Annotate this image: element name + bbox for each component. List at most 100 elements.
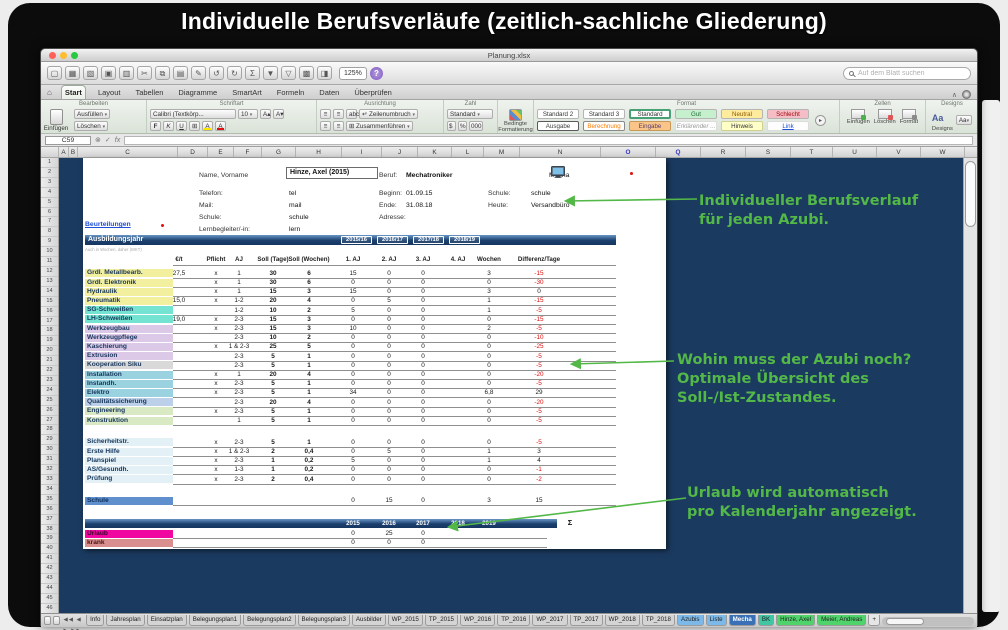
row-label-qualitätssicherung[interactable]: Qualitätssicherung (85, 398, 173, 407)
cell-aj[interactable]: 2-3 (234, 389, 244, 397)
cell-wochen[interactable]: 0 (487, 361, 491, 369)
cell-eurot[interactable]: 15,0 (172, 297, 186, 305)
copy-icon[interactable]: ⧉ (155, 66, 170, 80)
cell-soll_tage[interactable]: 5 (271, 352, 275, 360)
row-label-planspiel[interactable]: Planspiel (85, 456, 173, 465)
cell-aj1[interactable]: 5 (351, 457, 355, 465)
cell-soll_wochen[interactable]: 2 (307, 334, 311, 342)
cell-aj3[interactable]: 0 (421, 530, 425, 538)
cell-pflicht[interactable]: x (214, 407, 218, 415)
cell-aj2[interactable]: 0 (387, 475, 391, 483)
cell-aj3[interactable]: 0 (421, 306, 425, 314)
sheet-tab-ausbilder[interactable]: Ausbilder (351, 615, 386, 626)
cell-wochen[interactable]: 0 (487, 466, 491, 474)
cell-aj3[interactable]: 0 (421, 398, 425, 406)
cell-diff[interactable]: 15 (535, 497, 543, 505)
row-label-grdl-metallbearb-[interactable]: Grdl. Metallbearb. (85, 269, 173, 278)
cell-pflicht[interactable]: x (214, 380, 218, 388)
fonts-theme-button[interactable]: Aa▾ (955, 115, 973, 125)
sheet-tab-tp-2015[interactable]: TP_2015 (424, 615, 459, 626)
cell-wochen[interactable]: 0 (487, 438, 491, 446)
designs-button[interactable]: Aa Designs (931, 113, 953, 132)
bold-button[interactable]: F (150, 121, 161, 131)
cell-aj1[interactable]: 15 (349, 269, 357, 277)
cell-soll_tage[interactable]: 5 (271, 389, 275, 397)
cell-pflicht[interactable]: x (214, 315, 218, 323)
cell-style-erkl-render-[interactable]: Erklärender ... (675, 121, 717, 131)
number-format-select[interactable]: Standard ▾ (447, 109, 493, 119)
cell-aj3[interactable]: 0 (421, 417, 425, 424)
row-header-19[interactable]: 19 (41, 336, 58, 347)
cell-soll_wochen[interactable]: 1 (307, 417, 311, 424)
cell-soll_tage[interactable]: 5 (271, 380, 275, 388)
cell-aj3[interactable]: 0 (421, 297, 425, 305)
sheet-tab-belegungsplan3[interactable]: Belegungsplan3 (297, 615, 350, 626)
row-header-38[interactable]: 38 (41, 525, 58, 535)
sheet-tab-mecha[interactable]: Mecha (728, 615, 756, 626)
cell-soll_tage[interactable]: 5 (271, 417, 275, 424)
new-document-icon[interactable]: ▢ (47, 66, 62, 80)
cell-aj2[interactable]: 0 (387, 539, 391, 547)
cell-diff[interactable]: -5 (536, 325, 542, 332)
row-header-27[interactable]: 27 (41, 416, 58, 426)
grow-font-button[interactable]: A▴ (260, 109, 271, 119)
cell-diff[interactable]: 0 (537, 288, 541, 296)
align-middle-icon[interactable]: ≡ (333, 109, 344, 119)
sheet-tab-tp-2017[interactable]: TP_2017 (569, 615, 603, 626)
cut-icon[interactable]: ✂ (137, 66, 152, 80)
cell-soll_wochen[interactable]: 4 (307, 398, 311, 406)
cell-aj2[interactable]: 5 (387, 448, 391, 455)
column-header-W[interactable]: W (921, 147, 965, 157)
row-header-18[interactable]: 18 (41, 326, 58, 337)
row-header-28[interactable]: 28 (41, 425, 58, 436)
row-label-installation[interactable]: Installation (85, 370, 173, 379)
cell-soll_tage[interactable]: 20 (269, 398, 277, 406)
cell-aj1[interactable]: 15 (349, 288, 357, 296)
cell-aj1[interactable]: 0 (351, 398, 355, 406)
row-header-9[interactable]: 9 (41, 237, 58, 248)
cell-style-berechnung[interactable]: Berechnung (583, 121, 625, 131)
row-header-20[interactable]: 20 (41, 346, 58, 357)
cells-löschen-button[interactable]: Löschen (874, 109, 896, 125)
save-icon[interactable]: ▣ (101, 66, 116, 80)
cell-aj1[interactable]: 0 (351, 371, 355, 378)
horizontal-scrollbar[interactable] (882, 617, 974, 626)
row-header-2[interactable]: 2 (41, 168, 58, 178)
row-label-erste-hilfe[interactable]: Erste Hilfe (85, 447, 173, 456)
cell-pflicht[interactable]: x (214, 371, 218, 378)
cell-pflicht[interactable]: x (214, 466, 218, 474)
cell-aj2[interactable]: 0 (387, 438, 391, 446)
row-header-5[interactable]: 5 (41, 198, 58, 208)
cell-aj[interactable]: 1 (237, 417, 241, 424)
row-label-grdl-elektronik[interactable]: Grdl. Elektronik (85, 278, 173, 287)
cell-aj3[interactable]: 0 (421, 361, 425, 369)
cell-style-standard[interactable]: Standard (629, 109, 671, 119)
cell-aj2[interactable]: 0 (387, 325, 391, 332)
cell-style-hinweis[interactable]: Hinweis (721, 121, 763, 131)
print-icon[interactable]: ▥ (119, 66, 134, 80)
cell-wochen[interactable]: 0 (487, 398, 491, 406)
cell-diff[interactable]: -15 (534, 315, 544, 323)
sheet-tab-liste[interactable]: Liste (705, 615, 727, 626)
borders-button[interactable]: ⊞ (189, 121, 200, 131)
cell-wochen[interactable]: 0 (487, 352, 491, 360)
column-header-L[interactable]: L (452, 147, 484, 157)
sheet-tab-hinze-axel[interactable]: Hinze, Axel (776, 615, 816, 626)
underline-button[interactable]: U (176, 121, 187, 131)
cell-aj1[interactable]: 0 (351, 438, 355, 446)
align-center-icon[interactable]: ≡ (333, 121, 344, 131)
row-label-kaschierung[interactable]: Kaschierung (85, 342, 173, 352)
cell-aj3[interactable]: 0 (421, 448, 425, 455)
cell-pflicht[interactable]: x (214, 448, 218, 455)
cell-aj[interactable]: 2-3 (234, 334, 244, 342)
cell-soll_tage[interactable]: 2 (271, 448, 275, 455)
cell-wochen[interactable]: 0 (487, 475, 491, 483)
search-input[interactable]: Auf dem Blatt suchen (843, 66, 971, 80)
cell-aj3[interactable]: 0 (421, 407, 425, 415)
zoom-window-icon[interactable] (71, 52, 78, 59)
fill-button[interactable]: Ausfüllen ▾ (74, 109, 111, 119)
row-label-engineering[interactable]: Engineering (85, 407, 173, 416)
sheet-tab-azubis[interactable]: Azubis (676, 615, 704, 626)
cell-aj2[interactable]: 0 (387, 306, 391, 314)
